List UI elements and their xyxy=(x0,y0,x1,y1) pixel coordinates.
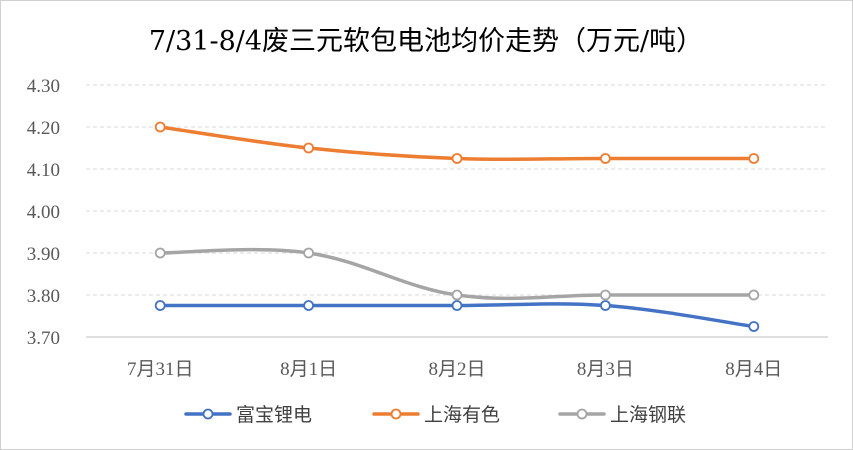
series-lines xyxy=(154,121,760,332)
data-point xyxy=(303,247,315,259)
data-point xyxy=(748,153,760,164)
x-tick-label: 8月4日 xyxy=(725,359,782,380)
y-tick-label: 4.00 xyxy=(27,202,60,223)
legend-label: 上海钢联 xyxy=(610,404,686,426)
x-tick-label: 8月1日 xyxy=(280,359,337,380)
series-2 xyxy=(154,121,760,164)
y-tick-label: 4.30 xyxy=(27,76,60,97)
data-point xyxy=(451,289,463,301)
data-point xyxy=(600,300,611,311)
legend-swatch-marker xyxy=(202,408,214,420)
x-tick-label: 8月3日 xyxy=(577,359,634,380)
legend-swatch-marker xyxy=(576,408,588,420)
y-tick-label: 4.20 xyxy=(27,118,60,139)
y-tick-label: 3.80 xyxy=(27,286,60,307)
legend-item: 上海钢联 xyxy=(558,404,686,426)
y-tick-label: 3.70 xyxy=(27,328,60,349)
legend-label: 富宝锂电 xyxy=(236,404,312,426)
y-axis-ticks: 3.70 3.80 3.90 4.00 4.10 4.20 4.30 xyxy=(27,76,60,349)
legend-item: 富宝锂电 xyxy=(184,404,312,426)
legend-label: 上海有色 xyxy=(424,404,500,426)
data-point xyxy=(451,300,463,311)
data-point xyxy=(154,121,166,133)
y-tick-label: 3.90 xyxy=(27,244,60,265)
legend: 富宝锂电 上海有色 上海钢联 xyxy=(184,404,686,426)
data-point xyxy=(303,142,315,154)
data-point xyxy=(600,153,611,164)
x-tick-label: 7月31日 xyxy=(127,359,194,380)
x-axis-ticks: 7月31日 8月1日 8月2日 8月3日 8月4日 xyxy=(127,359,782,380)
data-point xyxy=(154,300,166,311)
series-1 xyxy=(154,300,760,332)
data-point xyxy=(748,321,760,332)
data-point xyxy=(303,300,315,311)
y-tick-label: 4.10 xyxy=(27,160,60,181)
chart-title: 7/31-8/4废三元软包电池均价走势（万元/吨） xyxy=(149,26,703,57)
data-point xyxy=(748,289,760,301)
legend-swatch-marker xyxy=(390,408,402,420)
data-point xyxy=(451,153,463,164)
legend-item: 上海有色 xyxy=(372,404,500,426)
data-point xyxy=(600,289,611,301)
data-point xyxy=(154,247,166,259)
x-tick-label: 8月2日 xyxy=(428,359,485,380)
series-3 xyxy=(154,247,760,301)
